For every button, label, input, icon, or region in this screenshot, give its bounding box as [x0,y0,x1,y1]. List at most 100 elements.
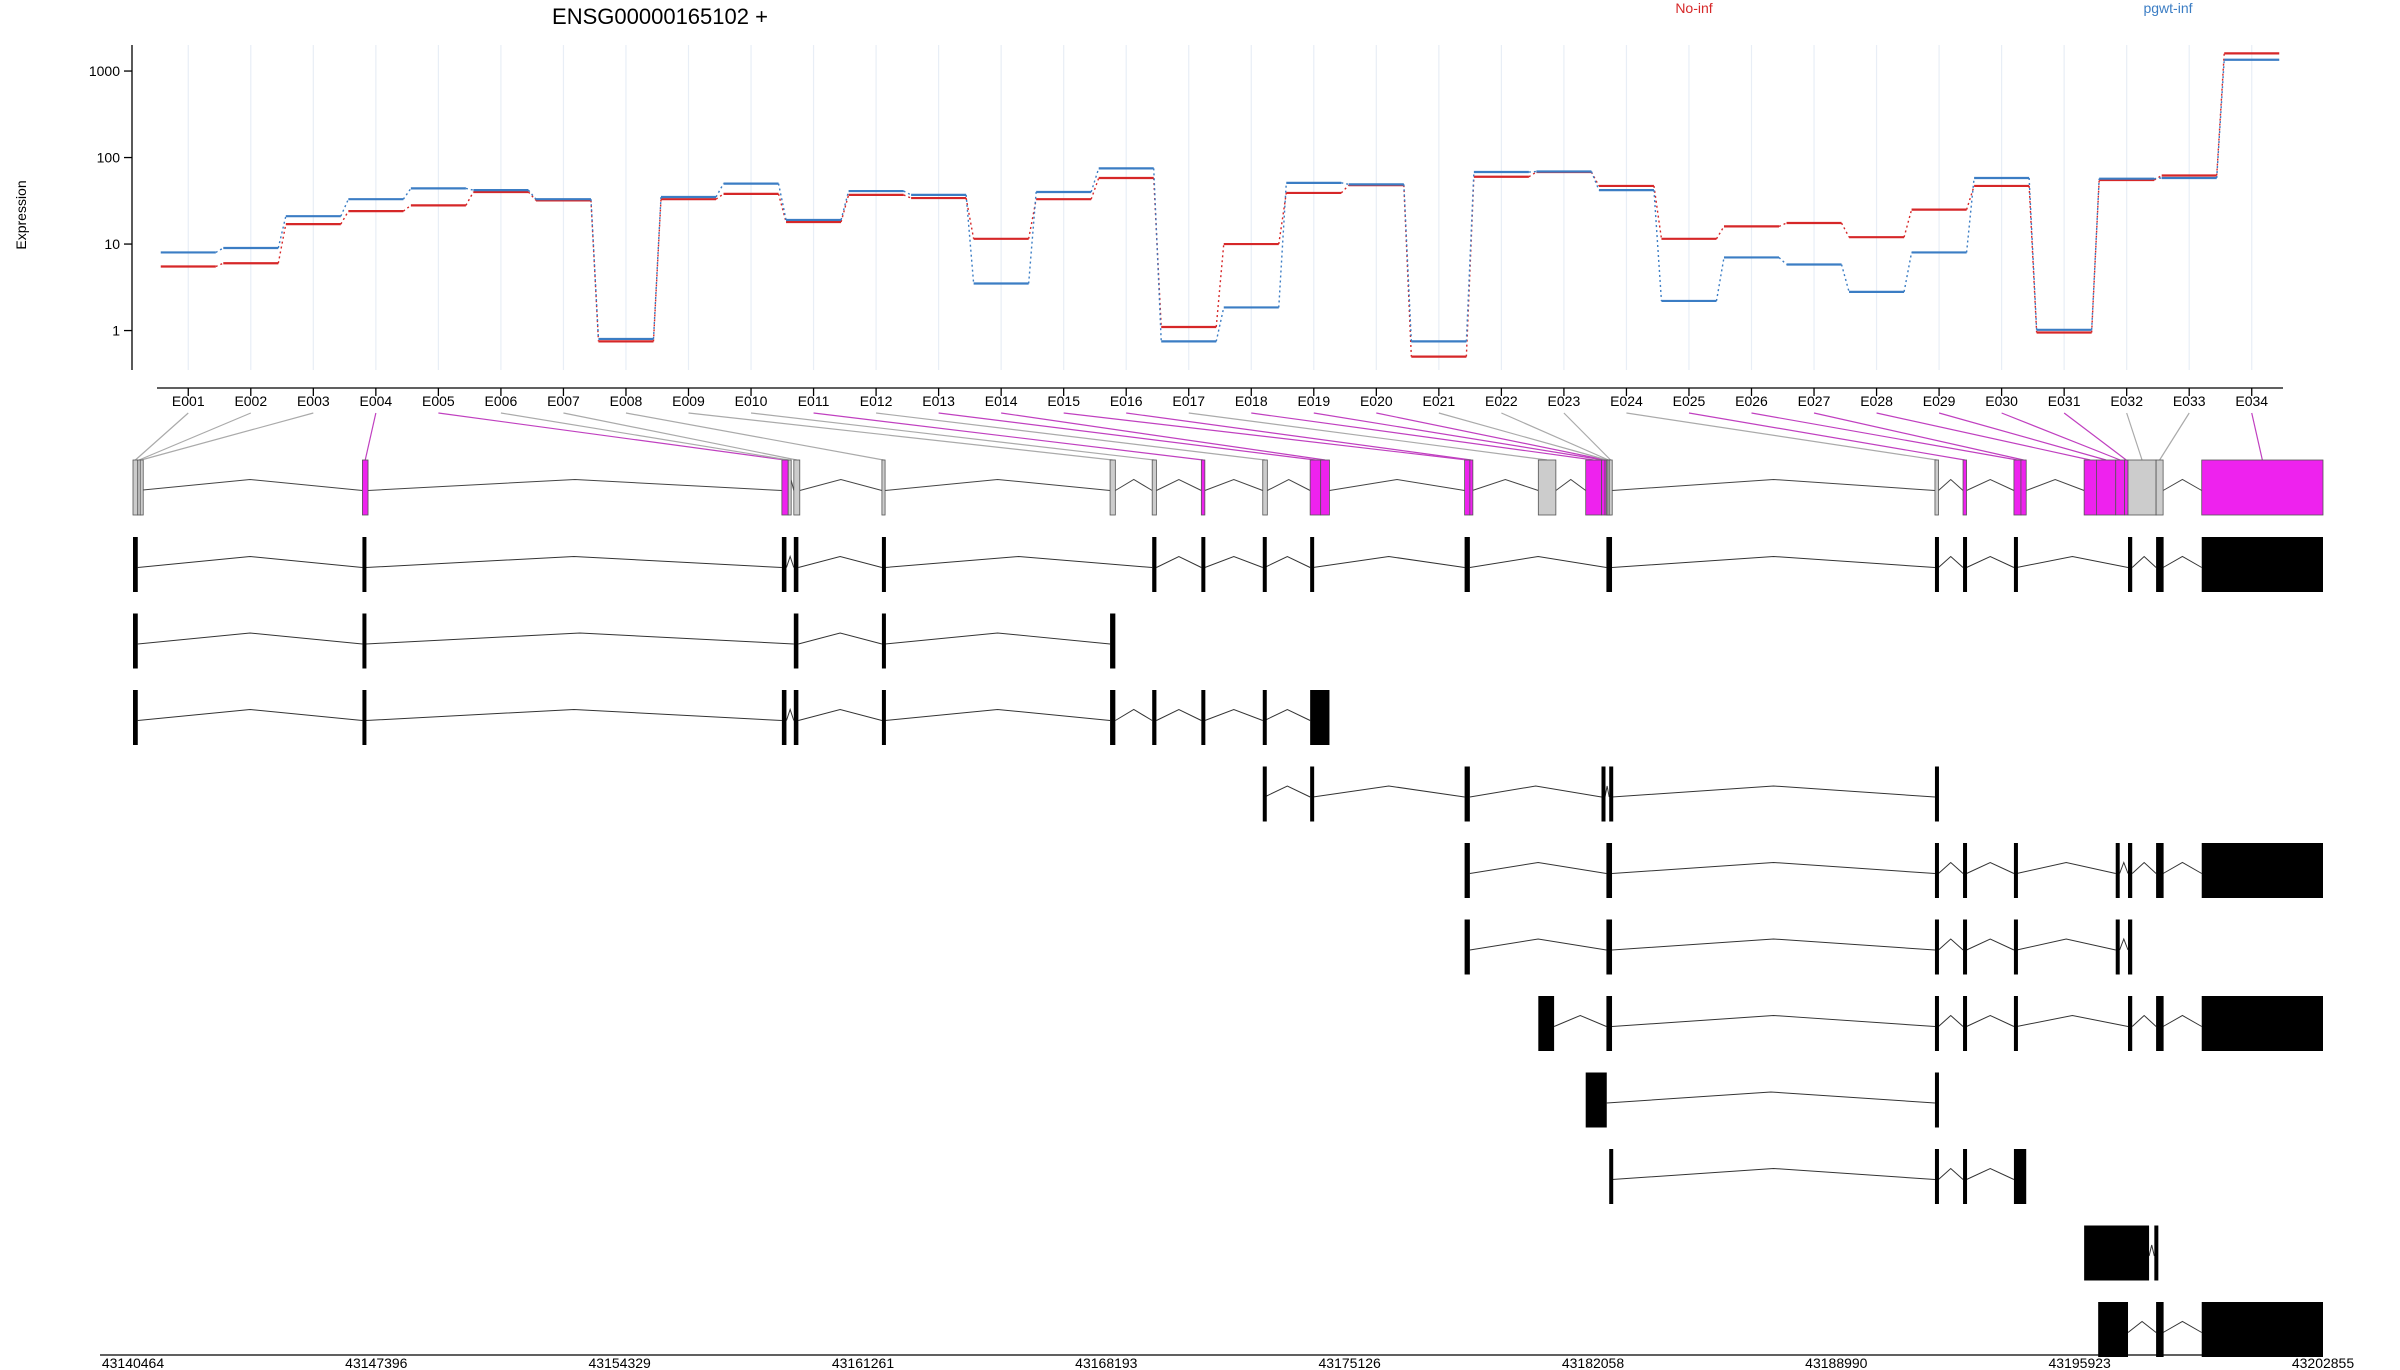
transcript-exon [1609,766,1614,822]
series-connector [1215,243,1225,328]
transcript-exon [2128,919,2133,975]
series-connector [903,194,912,199]
transcript-intron [1611,1167,1935,1180]
transcript-exon [1464,766,1470,822]
transcript-exon [2013,843,2018,898]
transcript-intron [2162,555,2202,568]
intron-line [1555,478,1586,491]
exon-label-e029: E029 [1923,393,1956,409]
transcript-5 [1464,843,2323,898]
transcript-exon [881,613,886,669]
exon-bin-e008 [881,459,886,516]
transcript-intron [2016,938,2116,951]
transcript-intron [1312,785,1465,798]
series-connector [215,247,224,254]
transcript-intron [1938,555,1964,568]
transcript-exon [2201,1302,2323,1357]
exon-connector [1126,412,1472,461]
transcript-exon [1262,537,1267,592]
transcript-exon [2159,537,2164,592]
series-pgwt-inf [160,58,2280,343]
exon-label-e026: E026 [1735,393,1768,409]
intron-line [1329,478,1465,491]
series-connector [1840,264,1850,293]
exon-bin-e023 [1608,459,1613,516]
genomic-coordinate-axis: 43140464 43147396 43154329 43161261 43168193… [100,1354,2354,1370]
series-connector [1340,184,1350,194]
exon-label-e034: E034 [2235,393,2268,409]
exon-connector [134,412,189,461]
transcript-exon [793,690,799,745]
transcript-exon [1934,1149,1939,1204]
transcript-intron [2016,1014,2129,1027]
series-connector [277,216,287,249]
genomic-tick-label: 43182058 [1562,1355,1625,1370]
exon-label-e002: E002 [234,393,267,409]
exon-connector [2251,412,2263,461]
exon-bin-e024 [1934,459,1939,516]
transcript-intron [365,632,794,645]
series-connector [590,199,600,339]
intron-line [1966,478,2015,491]
transcript-intron [2162,1014,2202,1027]
exon-label-e009: E009 [672,393,705,409]
transcript-intron [2127,1320,2157,1333]
transcript-intron [1469,555,1607,568]
exon-label-e025: E025 [1673,393,1706,409]
exon-connector [1001,412,1326,461]
transcript-exon [1606,996,1613,1051]
transcript-exon [2013,537,2018,592]
transcript-exon [781,690,787,745]
series-connector [1778,222,1787,228]
transcript-exon [1310,766,1315,822]
transcript-intron [798,632,883,645]
transcript-exon [2201,996,2323,1051]
series-connector [527,191,537,201]
transcript-intron [1966,555,2015,568]
transcript-intron [1606,1091,1935,1104]
series-connector [1903,209,1913,238]
series-connector [1215,307,1225,342]
transcript-exon [2013,919,2018,975]
transcript-exon [2013,996,2018,1051]
transcript-exon [1152,537,1157,592]
transcript-8 [1585,1072,1939,1128]
exon-bin-e005 [781,459,789,516]
series-connector [1590,171,1600,191]
intron-line [1472,478,1539,491]
transcript-intron [1469,938,1607,951]
exon-bin-e015 [1464,459,1471,516]
transcript-exon [1934,537,1939,592]
transcript-intron [1938,1167,1964,1180]
exon-bin-e016 [1469,459,1474,516]
exon-connector [1751,412,2018,461]
transcript-intron [798,555,883,568]
transcript-10 [2084,1225,2159,1281]
exon-connector [138,412,252,461]
series-connector [715,193,724,200]
exon-label-e012: E012 [860,393,893,409]
transcript-exon [2115,919,2120,975]
exon-label-e019: E019 [1297,393,1330,409]
transcript-exon [133,613,138,669]
transcript-intron [1611,1014,1935,1027]
transcript-exon [1934,843,1939,898]
transcript-exon [1201,537,1206,592]
exon-label-e014: E014 [985,393,1018,409]
transcript-9 [1609,1149,2027,1204]
transcript-exon [2098,1302,2129,1357]
transcript-exon [1110,613,1116,669]
exon-label-e033: E033 [2173,393,2206,409]
transcript-6 [1464,919,2133,975]
transcript-exon [2128,537,2133,592]
exon-bin-e003 [139,459,144,516]
transcript-intron [885,632,1111,645]
exon-connector [1063,412,1468,461]
intron-line [2162,478,2202,491]
series-connector [402,187,412,200]
y-tick-label: 100 [97,150,121,166]
transcript-intron [1312,555,1465,568]
exon-connector [1251,412,1594,461]
exon-connector [1813,412,2024,461]
